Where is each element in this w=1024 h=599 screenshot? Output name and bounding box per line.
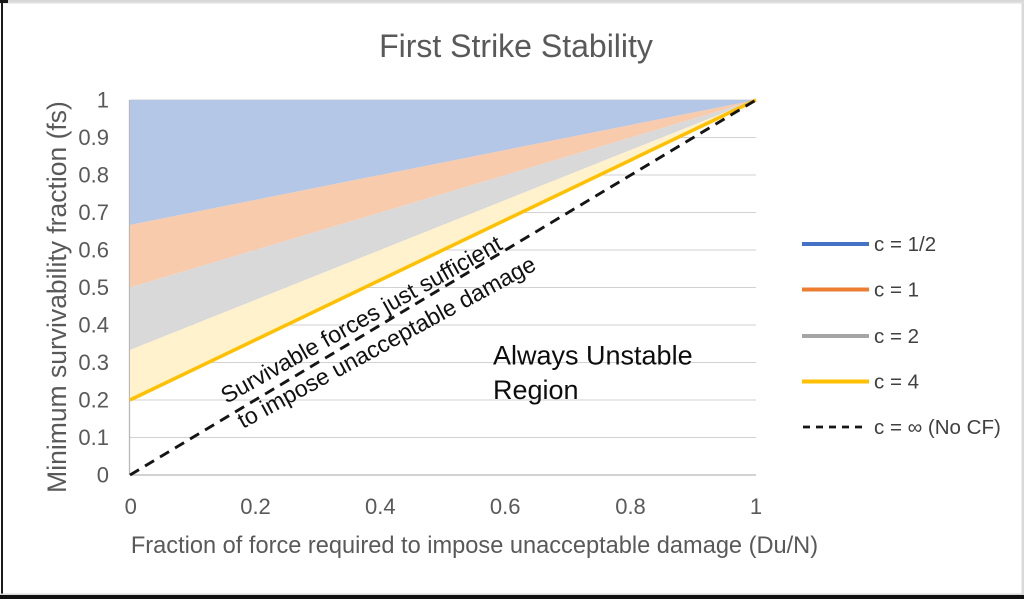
svg-text:0.9: 0.9	[78, 125, 109, 150]
svg-text:Always Unstable: Always Unstable	[493, 341, 693, 371]
svg-text:0.8: 0.8	[615, 494, 646, 519]
svg-text:c = 1: c = 1	[874, 279, 919, 302]
svg-text:c = 1/2: c = 1/2	[874, 233, 936, 256]
svg-text:c = 4: c = 4	[874, 371, 919, 394]
svg-text:1: 1	[97, 88, 109, 113]
svg-text:c = ∞ (No CF): c = ∞ (No CF)	[874, 416, 1001, 439]
svg-text:0: 0	[97, 463, 109, 488]
svg-text:c = 2: c = 2	[874, 325, 919, 348]
svg-text:0.7: 0.7	[78, 200, 109, 225]
svg-text:1: 1	[750, 494, 762, 519]
svg-text:0.2: 0.2	[78, 388, 109, 413]
svg-text:0.5: 0.5	[78, 275, 109, 300]
svg-text:0.2: 0.2	[240, 494, 271, 519]
svg-text:0.6: 0.6	[78, 238, 109, 263]
svg-text:Region: Region	[493, 375, 579, 405]
svg-text:First Strike Stability: First Strike Stability	[379, 28, 653, 64]
svg-text:0.4: 0.4	[78, 313, 109, 338]
svg-text:0: 0	[125, 494, 137, 519]
svg-text:0.3: 0.3	[78, 350, 109, 375]
svg-text:0.4: 0.4	[365, 494, 396, 519]
svg-text:0.8: 0.8	[78, 163, 109, 188]
svg-text:0.1: 0.1	[78, 425, 109, 450]
svg-text:Fraction of force required to: Fraction of force required to impose una…	[131, 533, 818, 559]
svg-text:0.6: 0.6	[490, 494, 521, 519]
svg-text:Minimum survivability fraction: Minimum survivability fraction (fs)	[42, 101, 72, 493]
